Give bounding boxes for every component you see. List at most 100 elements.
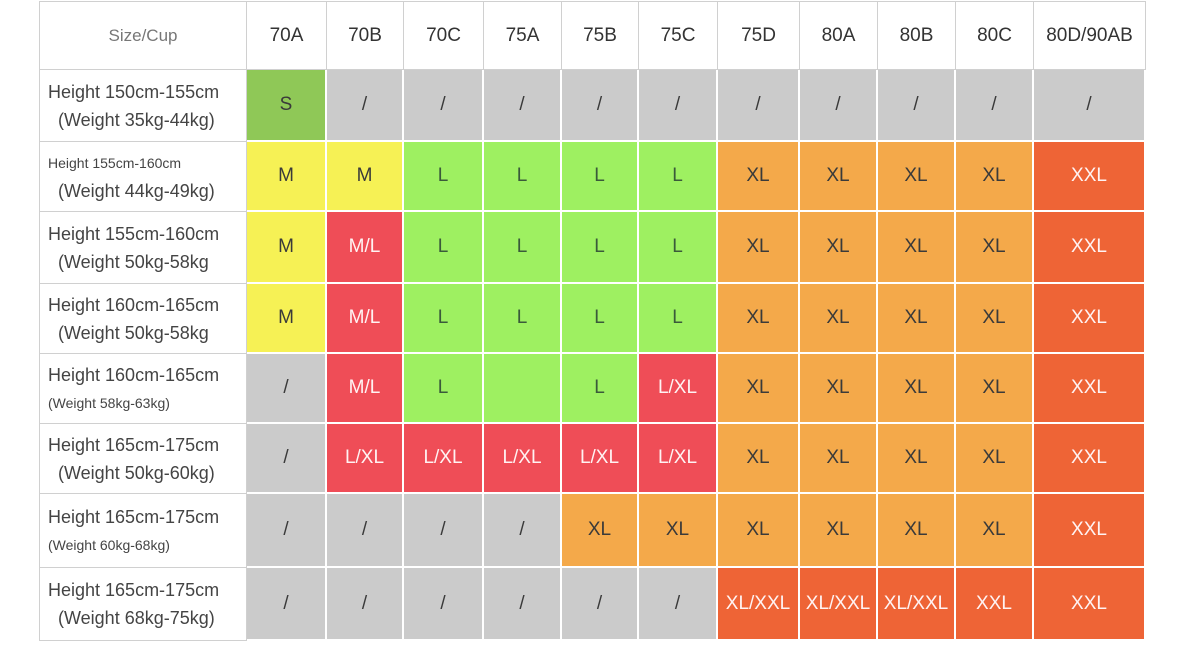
size-cell: M — [327, 142, 404, 212]
size-cell: L — [484, 284, 562, 354]
weight-range: (Weight 50kg-58kg — [58, 251, 209, 272]
size-cell: / — [404, 494, 484, 568]
size-cell: / — [562, 70, 639, 142]
size-cell: L — [639, 284, 718, 354]
size-cell: XL — [800, 354, 878, 424]
size-cell: XL — [878, 142, 956, 212]
size-cell: XL — [562, 494, 639, 568]
size-cell: / — [1034, 70, 1146, 142]
size-cell: / — [800, 70, 878, 142]
height-range: Height 165cm-175cm — [48, 580, 220, 600]
size-cell: S — [247, 70, 327, 142]
size-cell: L — [562, 212, 639, 284]
column-header: 70C — [404, 1, 484, 70]
size-cell: XL — [878, 494, 956, 568]
size-cell: L — [562, 354, 639, 424]
size-cell: XXL — [1034, 212, 1146, 284]
row-label: Height 165cm-175cm (Weight 60kg-68kg) — [39, 494, 247, 568]
size-cell — [484, 354, 562, 424]
size-cell: XL — [800, 284, 878, 354]
column-header: 75D — [718, 1, 800, 70]
size-cell: M — [247, 284, 327, 354]
size-cell: / — [484, 494, 562, 568]
weight-range: (Weight 50kg-58kg — [58, 322, 209, 343]
height-range: Height 165cm-175cm — [48, 506, 220, 527]
size-cell: XXL — [1034, 568, 1146, 641]
size-cell: XL — [956, 142, 1034, 212]
size-cell: L — [404, 284, 484, 354]
size-cell: L — [639, 212, 718, 284]
size-cell: / — [562, 568, 639, 641]
size-cell: XL — [878, 354, 956, 424]
column-header: 75B — [562, 1, 639, 70]
size-cell: XL/XXL — [718, 568, 800, 641]
size-cell: / — [327, 568, 404, 641]
size-cell: XXL — [1034, 284, 1146, 354]
height-range: Height 160cm-165cm — [48, 364, 220, 385]
size-cell: XL — [878, 212, 956, 284]
height-range: Height 150cm-155cm — [48, 81, 220, 102]
size-cell: XL — [718, 494, 800, 568]
size-cell: M/L — [327, 212, 404, 284]
size-cell: / — [956, 70, 1034, 142]
row-label: Height 165cm-175cm (Weight 68kg-75kg) — [39, 568, 247, 641]
weight-range: (Weight 50kg-60kg) — [58, 462, 215, 483]
size-cell: XL — [718, 212, 800, 284]
size-cell: / — [404, 568, 484, 641]
weight-range: (Weight 60kg-68kg) — [48, 536, 170, 553]
row-label: Height 160cm-165cm (Weight 58kg-63kg) — [39, 354, 247, 424]
size-cell: XL — [800, 142, 878, 212]
size-cell: XL — [718, 424, 800, 494]
column-header: 70B — [327, 1, 404, 70]
size-cell: / — [639, 70, 718, 142]
height-range: Height 155cm-160cm — [48, 223, 220, 244]
weight-range: (Weight 35kg-44kg) — [58, 109, 215, 130]
size-cell: XL — [639, 494, 718, 568]
size-cell: XXL — [956, 568, 1034, 641]
size-cell: XL — [718, 142, 800, 212]
size-cell: M — [247, 212, 327, 284]
size-cell: XXL — [1034, 142, 1146, 212]
size-cell: L — [484, 212, 562, 284]
size-cell: XL — [956, 424, 1034, 494]
size-cell: L — [562, 142, 639, 212]
size-cell: / — [247, 354, 327, 424]
size-cell: L/XL — [562, 424, 639, 494]
size-cell: XL — [878, 284, 956, 354]
size-cell: XL — [956, 354, 1034, 424]
size-cell: M/L — [327, 354, 404, 424]
size-cell: L — [404, 212, 484, 284]
size-cell: XL — [956, 212, 1034, 284]
size-cell: / — [247, 568, 327, 641]
size-cell: XL — [718, 284, 800, 354]
column-header: 75A — [484, 1, 562, 70]
size-cell: / — [327, 494, 404, 568]
size-cell: / — [484, 568, 562, 641]
size-cell: L — [404, 142, 484, 212]
height-range: Height 160cm-165cm — [48, 294, 220, 315]
size-cell: / — [247, 494, 327, 568]
size-cell: L/XL — [639, 354, 718, 424]
column-header: 70A — [247, 1, 327, 70]
size-chart-table: Size/Cup 70A 70B 70C 75A 75B 75C 75D 80A 80B 80C 80… — [39, 1, 1146, 651]
size-cell: XXL — [1034, 424, 1146, 494]
size-cell: / — [327, 70, 404, 142]
size-cell: M — [247, 142, 327, 212]
size-cell: XL/XXL — [800, 568, 878, 641]
column-header: 75C — [639, 1, 718, 70]
size-cell: XL — [800, 494, 878, 568]
column-header: 80B — [878, 1, 956, 70]
size-cell: / — [484, 70, 562, 142]
weight-range: (Weight 44kg-49kg) — [58, 180, 215, 201]
size-cell: / — [878, 70, 956, 142]
size-cell: XXL — [1034, 494, 1146, 568]
height-range: Height 155cm-160cm — [48, 154, 182, 171]
size-cell: / — [247, 424, 327, 494]
column-header: 80D/90AB — [1034, 1, 1146, 70]
size-cell: L/XL — [639, 424, 718, 494]
weight-range: (Weight 58kg-63kg) — [48, 394, 170, 411]
size-cell: M/L — [327, 284, 404, 354]
size-cell: XL — [956, 494, 1034, 568]
row-label: Height 155cm-160cm (Weight 44kg-49kg) — [39, 142, 247, 212]
column-header: 80A — [800, 1, 878, 70]
